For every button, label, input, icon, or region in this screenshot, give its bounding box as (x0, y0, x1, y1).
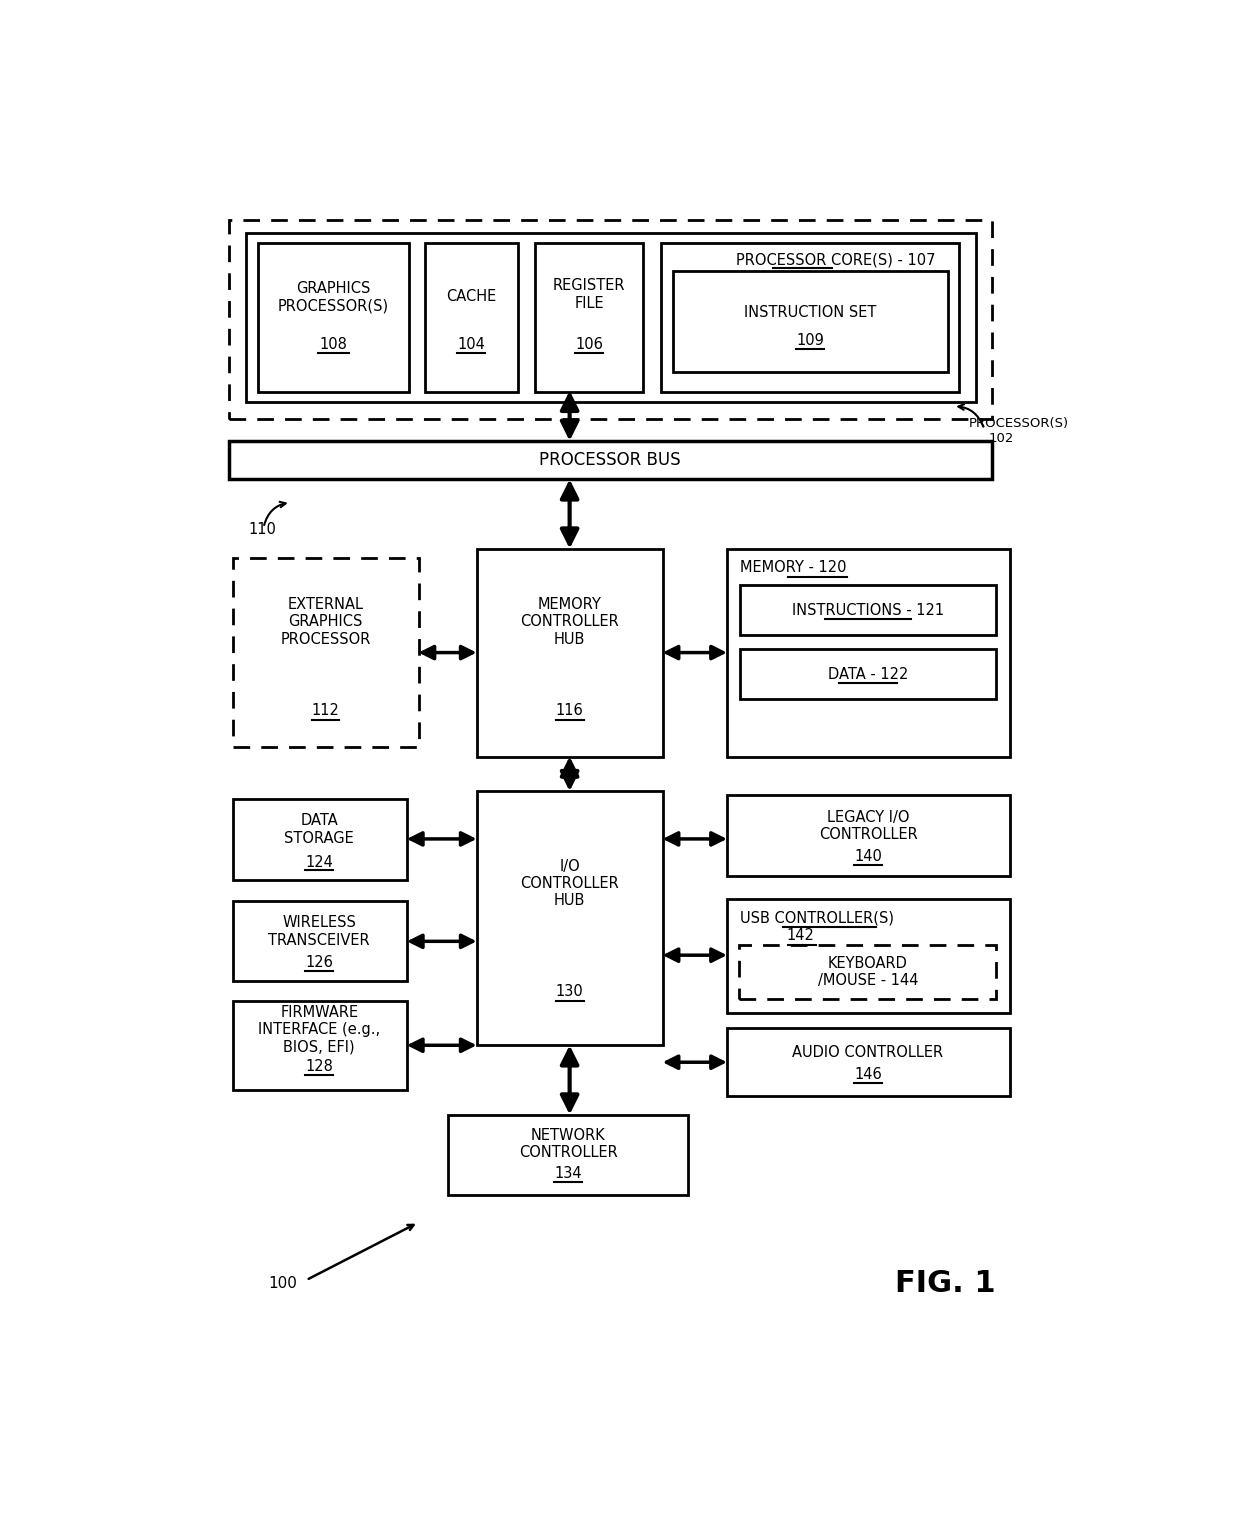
Text: 100: 100 (268, 1277, 298, 1291)
Bar (476, 549, 662, 756)
Bar (739, 945, 996, 1000)
Text: FIG. 1: FIG. 1 (895, 1269, 996, 1298)
Text: 140: 140 (854, 849, 882, 864)
Bar (424, 242, 518, 392)
Bar (727, 549, 1009, 756)
Text: 130: 130 (556, 985, 584, 998)
Text: AUDIO CONTROLLER: AUDIO CONTROLLER (792, 1045, 944, 1061)
Text: 102: 102 (988, 431, 1013, 445)
Text: 104: 104 (458, 337, 485, 352)
Bar (672, 271, 947, 372)
Text: 109: 109 (796, 334, 823, 347)
Bar (228, 440, 992, 480)
Text: 142: 142 (786, 928, 815, 943)
Text: 126: 126 (305, 954, 334, 969)
Text: 146: 146 (854, 1067, 882, 1082)
Text: 110: 110 (248, 521, 275, 536)
Bar (727, 899, 1009, 1013)
Text: CACHE: CACHE (446, 290, 496, 305)
Text: LEGACY I/O
CONTROLLER: LEGACY I/O CONTROLLER (818, 809, 918, 843)
Text: USB CONTROLLER(S): USB CONTROLLER(S) (740, 911, 894, 925)
Bar (534, 242, 644, 392)
Text: KEYBOARD
/MOUSE - 144: KEYBOARD /MOUSE - 144 (817, 956, 919, 989)
Bar (740, 585, 996, 636)
Text: PROCESSOR(S): PROCESSOR(S) (968, 416, 1069, 430)
Text: FIRMWARE
INTERFACE (e.g.,
BIOS, EFI): FIRMWARE INTERFACE (e.g., BIOS, EFI) (258, 1004, 381, 1055)
Text: DATA
STORAGE: DATA STORAGE (284, 814, 355, 846)
Text: MEMORY
CONTROLLER
HUB: MEMORY CONTROLLER HUB (521, 597, 619, 646)
Bar (233, 558, 419, 747)
Bar (228, 219, 992, 419)
Text: GRAPHICS
PROCESSOR(S): GRAPHICS PROCESSOR(S) (278, 280, 389, 312)
Bar (233, 799, 407, 879)
Text: EXTERNAL
GRAPHICS
PROCESSOR: EXTERNAL GRAPHICS PROCESSOR (280, 597, 371, 646)
Bar (448, 1114, 688, 1195)
Bar (233, 901, 407, 981)
Text: MEMORY - 120: MEMORY - 120 (740, 561, 847, 576)
Bar (727, 1029, 1009, 1096)
Text: INSTRUCTIONS - 121: INSTRUCTIONS - 121 (792, 602, 944, 617)
Text: PROCESSOR BUS: PROCESSOR BUS (539, 451, 681, 469)
Bar (661, 242, 960, 392)
Bar (233, 1001, 407, 1090)
Text: 106: 106 (575, 337, 603, 352)
Text: 116: 116 (556, 703, 584, 718)
Text: REGISTER
FILE: REGISTER FILE (553, 279, 625, 311)
Text: WIRELESS
TRANSCEIVER: WIRELESS TRANSCEIVER (269, 914, 370, 948)
Text: 108: 108 (320, 337, 347, 352)
Text: INSTRUCTION SET: INSTRUCTION SET (744, 305, 877, 320)
Bar (476, 791, 662, 1045)
Text: 128: 128 (305, 1059, 334, 1074)
Text: I/O
CONTROLLER
HUB: I/O CONTROLLER HUB (521, 858, 619, 908)
Text: 112: 112 (311, 703, 340, 718)
Bar (258, 242, 409, 392)
Text: DATA - 122: DATA - 122 (828, 666, 908, 681)
Text: 134: 134 (554, 1166, 582, 1181)
Text: NETWORK
CONTROLLER: NETWORK CONTROLLER (518, 1128, 618, 1160)
Text: 124: 124 (305, 855, 334, 870)
Bar (247, 233, 976, 402)
Bar (740, 649, 996, 700)
Bar (727, 796, 1009, 876)
Text: PROCESSOR CORE(S) - 107: PROCESSOR CORE(S) - 107 (737, 253, 936, 267)
